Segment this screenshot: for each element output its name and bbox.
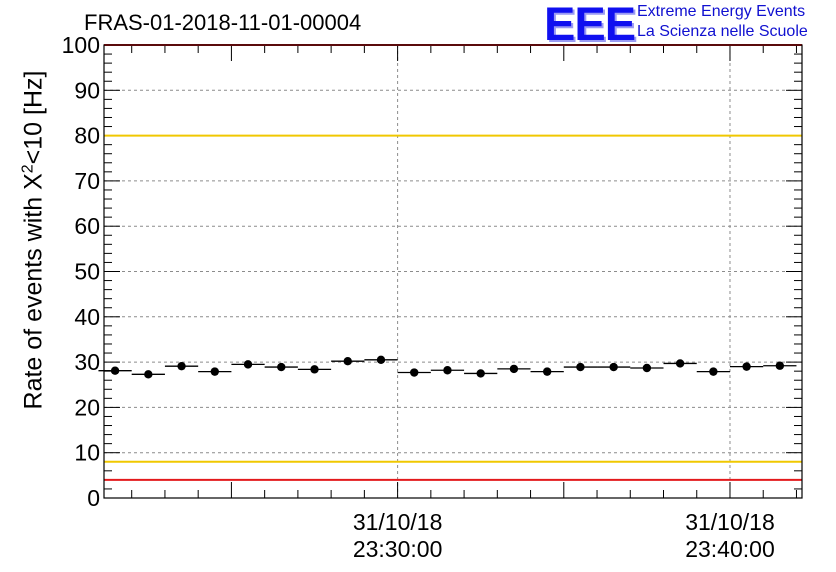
data-point	[144, 370, 153, 379]
data-point	[376, 355, 386, 365]
data-point	[443, 366, 452, 375]
y-tick-label: 10	[74, 440, 100, 466]
data-point	[742, 362, 751, 371]
data-point	[675, 359, 685, 368]
data-point	[642, 363, 652, 373]
y-tick-label: 0	[87, 485, 100, 511]
x-tick-label-date: 31/10/18	[685, 509, 775, 535]
x-tick-label-time: 23:40:00	[685, 536, 775, 562]
logo-caption: Extreme Energy Events La Scienza nelle S…	[637, 2, 808, 42]
data-point	[509, 364, 519, 374]
logo-caption-line1: Extreme Energy Events	[637, 3, 806, 20]
y-tick-label: 30	[74, 349, 100, 375]
data-point	[410, 368, 419, 377]
data-point	[476, 369, 485, 378]
data-point	[243, 360, 253, 369]
data-point	[576, 362, 585, 372]
y-tick-label: 70	[74, 168, 100, 194]
plot-frame	[103, 44, 803, 499]
data-point	[542, 367, 552, 376]
data-point	[177, 361, 186, 371]
data-point	[110, 366, 120, 375]
logo-caption-line2: La Scienza nelle Scuole	[637, 23, 808, 40]
y-tick-label: 50	[74, 259, 100, 285]
eee-logo: EEE	[544, 0, 636, 50]
data-point	[310, 365, 319, 374]
y-tick-label: 90	[74, 77, 100, 103]
data-point	[277, 362, 286, 372]
data-point	[775, 361, 785, 370]
y-tick-label: 40	[74, 304, 100, 330]
y-tick-label: 60	[74, 213, 100, 239]
data-point	[210, 367, 219, 376]
data-point	[709, 367, 718, 376]
x-tick-label-date: 31/10/18	[353, 509, 443, 535]
y-tick-label: 80	[74, 123, 100, 149]
data-point	[609, 362, 618, 372]
chart-title: FRAS-01-2018-11-01-00004	[84, 10, 362, 35]
y-tick-label: 100	[62, 32, 100, 58]
data-point	[343, 356, 352, 366]
y-tick-label: 20	[74, 394, 100, 420]
x-tick-label-time: 23:30:00	[353, 536, 443, 562]
